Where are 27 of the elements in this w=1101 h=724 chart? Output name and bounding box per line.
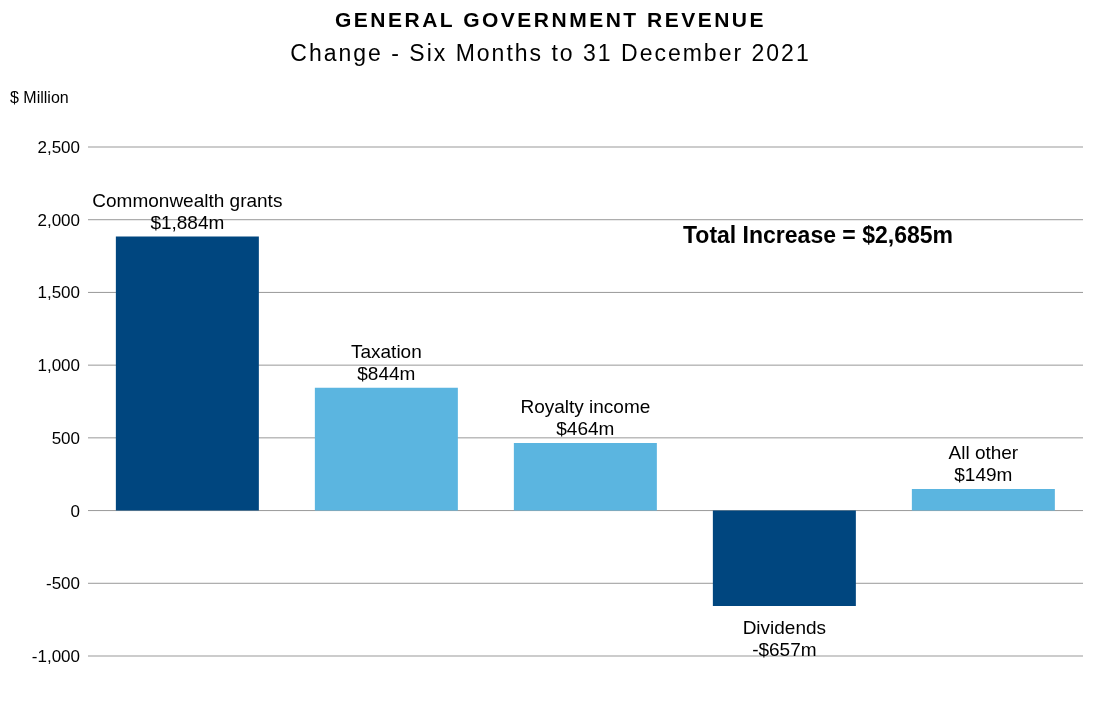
data-label: $844m	[357, 362, 416, 384]
bar	[314, 387, 458, 511]
y-tick-label: 0	[70, 501, 80, 521]
x-tick-label: Commonwealth grants	[92, 189, 283, 211]
x-tick-label: Dividends	[742, 617, 827, 639]
y-tick-label: 1,500	[37, 283, 80, 303]
bar	[911, 488, 1055, 511]
chart-subtitle: Change - Six Months to 31 December 2021	[289, 40, 812, 67]
annotation: Total Increase = $2,685m	[682, 222, 954, 249]
y-tick-label: 1,000	[37, 356, 80, 376]
x-tick-label: Taxation	[350, 340, 422, 362]
data-label: $1,884m	[150, 211, 225, 233]
y-axis-title: $ Million	[10, 89, 70, 107]
y-tick-label: 2,500	[37, 138, 80, 158]
x-tick-label: Royalty income	[520, 396, 651, 418]
data-label: -$657m	[752, 639, 817, 661]
x-tick-label: All other	[948, 441, 1019, 463]
y-tick-label: -1,000	[31, 647, 80, 667]
y-tick-label: -500	[45, 574, 80, 594]
bar	[513, 443, 657, 511]
chart-title: GENERAL GOVERNMENT REVENUE	[334, 8, 767, 32]
data-label: $464m	[556, 418, 615, 440]
bar	[712, 510, 856, 607]
data-label: $149m	[954, 463, 1013, 485]
bar	[115, 236, 259, 511]
y-tick-label: 500	[51, 428, 80, 448]
y-tick-label: 2,000	[37, 210, 80, 230]
